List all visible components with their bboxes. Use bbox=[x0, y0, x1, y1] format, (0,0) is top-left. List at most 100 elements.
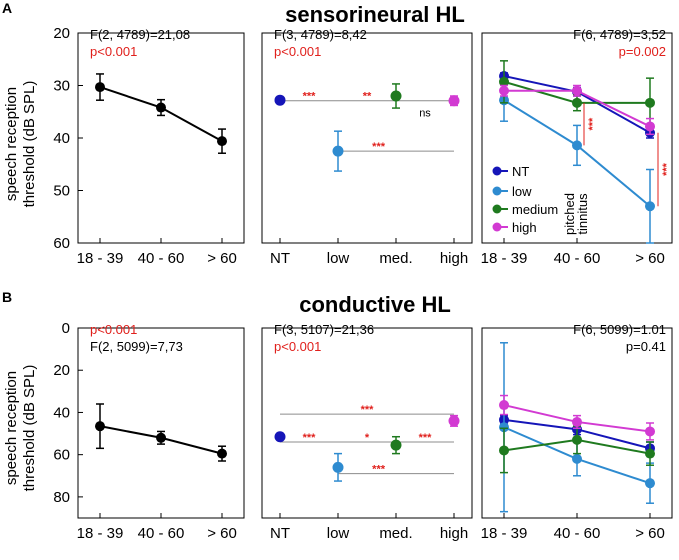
panel-a-interaction: 18 - 39 40 - 60 > 60 F(6, 4789)=3,52 p=0.002… bbox=[481, 27, 673, 267]
y-tick-label: 30 bbox=[53, 78, 70, 95]
y-tick-label: 60 bbox=[53, 447, 70, 464]
comparison-label: * bbox=[365, 432, 370, 444]
panel-a-age: 18 - 39 40 - 60 > 60 20 30 40 50 60 F(2, 4789)=2… bbox=[53, 25, 245, 267]
stat-label: F(3, 5107)=21,36 bbox=[274, 322, 374, 337]
stat-label: p<0.001 bbox=[90, 44, 137, 59]
y-tick-label: 20 bbox=[53, 25, 70, 42]
y-tick-label: 20 bbox=[53, 362, 70, 379]
legend: NT low medium high bbox=[492, 164, 558, 235]
data-point bbox=[499, 422, 509, 433]
y-tick-label: 60 bbox=[53, 235, 70, 252]
data-point bbox=[572, 453, 582, 464]
x-tick-label: high bbox=[440, 250, 468, 267]
stat-label: p<0.001 bbox=[274, 44, 321, 59]
legend-label: high bbox=[512, 220, 537, 235]
stat-label: p<0.001 bbox=[90, 322, 137, 337]
data-point bbox=[645, 121, 655, 132]
y-tick-label: 80 bbox=[53, 489, 70, 506]
comparison-label: ns bbox=[419, 108, 431, 120]
note-line2: tinnitus bbox=[575, 193, 590, 235]
data-point bbox=[645, 97, 655, 108]
stat-label: p=0.002 bbox=[619, 44, 666, 59]
x-tick-label: 40 - 60 bbox=[554, 250, 601, 267]
data-point bbox=[274, 431, 286, 443]
panel-frame bbox=[261, 32, 473, 244]
ylabel-line2: threshold (dB SPL) bbox=[21, 365, 38, 492]
legend-marker bbox=[492, 186, 502, 196]
row-a-letter: A bbox=[2, 0, 12, 16]
comparison-label: ** bbox=[363, 91, 372, 103]
x-tick-label: NT bbox=[270, 250, 290, 267]
stat-label: F(2, 4789)=21,08 bbox=[90, 27, 190, 42]
stat-label: p<0.001 bbox=[274, 339, 321, 354]
comparison-label: *** bbox=[361, 404, 375, 416]
x-tick-label: NT bbox=[270, 525, 290, 542]
data-point bbox=[499, 445, 509, 456]
x-tick-label: > 60 bbox=[207, 250, 237, 267]
data-point bbox=[448, 95, 460, 107]
data-point bbox=[645, 201, 655, 212]
ylabel-row-b: speech reception threshold (dB SPL) bbox=[3, 365, 38, 492]
x-tick-label: med. bbox=[379, 250, 412, 267]
y-tick-label: 0 bbox=[62, 320, 70, 337]
stat-label: F(6, 4789)=3,52 bbox=[573, 27, 666, 42]
data-point bbox=[645, 448, 655, 459]
legend-item-medium: medium bbox=[492, 202, 558, 217]
row-b-letter: B bbox=[2, 289, 12, 305]
x-tick-label: 18 - 39 bbox=[481, 525, 528, 542]
x-tick-label: med. bbox=[379, 525, 412, 542]
data-point bbox=[572, 97, 582, 108]
legend-label: NT bbox=[512, 164, 529, 179]
data-point bbox=[217, 136, 227, 147]
x-tick-label: 40 - 60 bbox=[554, 525, 601, 542]
data-point bbox=[217, 448, 227, 459]
x-tick-label: 40 - 60 bbox=[138, 250, 185, 267]
stat-label: p=0.41 bbox=[626, 339, 666, 354]
data-point bbox=[95, 421, 105, 432]
legend-item-nt: NT bbox=[492, 164, 529, 179]
data-point bbox=[390, 90, 402, 102]
y-tick-label: 40 bbox=[53, 130, 70, 147]
data-point bbox=[645, 426, 655, 437]
data-point bbox=[645, 478, 655, 489]
legend-label: medium bbox=[512, 202, 558, 217]
x-tick-label: > 60 bbox=[207, 525, 237, 542]
comparison-label: *** bbox=[303, 432, 317, 444]
x-tick-label: 18 - 39 bbox=[77, 525, 124, 542]
ylabel-line2: threshold (dB SPL) bbox=[21, 81, 38, 208]
x-tick-label: 18 - 39 bbox=[481, 250, 528, 267]
comparison-label: *** bbox=[303, 91, 317, 103]
x-tick-label: low bbox=[327, 525, 350, 542]
data-point bbox=[95, 82, 105, 93]
legend-item-high: high bbox=[492, 220, 537, 235]
legend-marker bbox=[492, 222, 502, 232]
data-point bbox=[332, 145, 344, 157]
ylabel-line1: speech reception bbox=[3, 371, 20, 485]
comparison-label: *** bbox=[372, 464, 386, 476]
x-tick-label: low bbox=[327, 250, 350, 267]
panel-b-age: 18 - 39 40 - 60 > 60 0 20 40 60 80 p<0.001 F(2, 5… bbox=[53, 320, 245, 542]
legend-marker bbox=[492, 166, 502, 176]
data-point bbox=[390, 439, 402, 451]
panel-b-interaction: 18 - 39 40 - 60 > 60 F(6, 5099)=1.01 p=0.41 bbox=[481, 322, 673, 542]
y-tick-label: 40 bbox=[53, 404, 70, 421]
x-tick-label: 18 - 39 bbox=[77, 250, 124, 267]
data-point bbox=[572, 416, 582, 427]
annotation-label: *** bbox=[661, 162, 673, 176]
ylabel-row-a: speech reception threshold (dB SPL) bbox=[3, 81, 38, 208]
row-a-title: sensorineural HL bbox=[285, 2, 465, 27]
comparison-label: *** bbox=[372, 141, 386, 153]
ylabel-line1: speech reception bbox=[3, 87, 20, 201]
annotation-label: *** bbox=[587, 117, 599, 131]
data-point bbox=[572, 140, 582, 151]
x-tick-label: > 60 bbox=[635, 525, 665, 542]
data-point bbox=[274, 94, 286, 106]
data-point bbox=[156, 102, 166, 113]
data-point bbox=[448, 415, 460, 427]
x-tick-label: > 60 bbox=[635, 250, 665, 267]
pitched-tinnitus-note: pitched tinnitus bbox=[562, 193, 590, 235]
data-point bbox=[572, 85, 582, 96]
